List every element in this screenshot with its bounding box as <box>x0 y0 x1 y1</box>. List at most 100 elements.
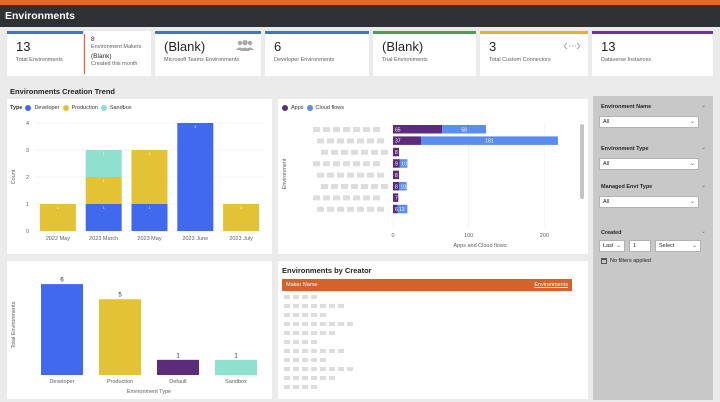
blurred-env-name <box>351 184 358 189</box>
filter-managed-select[interactable]: All ⌄ <box>599 196 699 208</box>
card-label: Environment Makers <box>91 44 142 50</box>
bar-value-label: 1 <box>176 353 180 359</box>
blurred-maker-name <box>320 322 326 326</box>
kpi-card[interactable]: (Blank) Microsoft Teams Environments <box>155 31 261 76</box>
blurred-env-name <box>331 184 338 189</box>
chevron-down-icon: ⌄ <box>689 161 695 167</box>
card-divider <box>84 34 85 74</box>
people-icon <box>236 40 254 51</box>
creation-trend-chart-panel[interactable]: Type Developer Production Sandbox 0 1 2 3 4 C… <box>7 99 272 254</box>
blurred-env-name <box>371 184 378 189</box>
filter-env-type-select[interactable]: All ⌄ <box>599 158 699 170</box>
card-label-secondary: Created this month <box>91 61 138 67</box>
chevron-down-icon[interactable]: ⌄ <box>701 183 707 189</box>
bar-value-label: 37 <box>395 139 401 145</box>
bar-value-label: 58 <box>461 127 467 133</box>
y-tick-label: 4 <box>26 121 29 127</box>
bar-value-label: 181 <box>485 139 494 145</box>
chevron-down-icon[interactable]: ⌄ <box>701 103 707 109</box>
connector-icon <box>563 42 581 50</box>
blurred-env-name <box>323 127 330 132</box>
blurred-maker-name <box>284 358 290 362</box>
blurred-env-name <box>321 149 328 155</box>
blurred-maker-name <box>293 376 299 380</box>
blurred-maker-name <box>293 367 299 371</box>
blurred-maker-name <box>347 367 353 371</box>
blurred-env-name <box>343 127 350 132</box>
maker-name-header[interactable]: Maker Name <box>286 282 318 288</box>
bar-value-label: 13 <box>399 207 405 213</box>
blurred-maker-name <box>338 322 344 326</box>
filter-created-unit-select[interactable]: Select ⌄ <box>655 240 701 252</box>
bar-value-label: 6 <box>395 207 398 213</box>
blurred-env-name <box>313 127 320 132</box>
card-label: Total Environments <box>16 57 63 63</box>
filter-env-name-select[interactable]: All ⌄ <box>599 116 699 128</box>
kpi-card[interactable]: 6 Developer Environments <box>265 31 369 76</box>
y-tick-label: 3 <box>26 148 29 154</box>
apps-flows-chart-panel[interactable]: Apps Cloud flows 0 100 200 Apps and Cloud f… <box>278 99 588 254</box>
blurred-maker-name <box>320 304 326 308</box>
env-type-chart-panel[interactable]: Total Environments 6 Developer 5 Production 1… <box>7 261 272 399</box>
chevron-down-icon[interactable]: ⌄ <box>701 145 707 151</box>
card-label: Microsoft Teams Environments <box>164 57 240 63</box>
bar-apps <box>393 147 400 157</box>
kpi-card[interactable]: 8 Environment Makers (Blank) Created thi… <box>84 31 151 76</box>
filter-created-period-select[interactable]: Last ⌄ <box>599 240 625 252</box>
card-value: 3 <box>489 39 497 54</box>
kpi-card[interactable]: (Blank) Trial Environments <box>373 31 476 76</box>
x-tick-label: Developer <box>49 379 74 385</box>
trend-legend: Type Developer Production Sandbox <box>10 105 132 111</box>
bar-production <box>39 204 76 231</box>
blurred-maker-name <box>302 322 308 326</box>
x-axis-label: Apps and Cloud flows <box>453 243 506 249</box>
bar-value-label: 8 <box>395 150 398 156</box>
card-value-secondary: (Blank) <box>91 53 112 60</box>
legend-production-swatch <box>62 105 69 111</box>
bar-apps <box>393 193 399 202</box>
bar-value-label: 6 <box>60 278 64 284</box>
x-tick-label: 100 <box>464 233 473 239</box>
card-label: Trial Environments <box>382 57 428 63</box>
filter-created-count-input[interactable]: 1 <box>629 240 651 252</box>
filter-managed-label: Managed Envt Type <box>601 184 653 190</box>
blurred-maker-name <box>284 385 290 389</box>
bar-apps <box>393 125 443 134</box>
card-label: Dataverse Instances <box>601 57 652 63</box>
blurred-maker-name <box>320 313 326 317</box>
env-type-chart-svg: Total Environments 6 Developer 5 Production 1… <box>11 278 257 395</box>
kpi-card[interactable]: 3 Total Custom Connectors <box>480 31 588 76</box>
calendar-icon <box>601 258 607 264</box>
blurred-env-name <box>371 149 378 155</box>
bar-value-label: 10 <box>401 162 407 168</box>
x-tick-label: 2023 July <box>229 236 253 242</box>
blurred-env-name <box>377 206 384 212</box>
legend-flows-swatch <box>306 105 313 111</box>
chevron-down-icon: ⌄ <box>615 243 621 249</box>
bar-cloud-flows <box>397 204 408 214</box>
blurred-maker-name <box>329 349 335 353</box>
kpi-card[interactable]: 13 Dataverse Instances <box>592 31 713 76</box>
card-label: Total Custom Connectors <box>489 57 551 63</box>
environments-header[interactable]: Environments <box>534 282 568 288</box>
blurred-env-name <box>323 195 330 201</box>
filter-env-type-value: All <box>603 161 610 167</box>
blurred-env-name <box>367 138 374 144</box>
kpi-card[interactable]: 13 Total Environments <box>7 31 83 76</box>
bar-value-label: 10 <box>401 184 407 190</box>
blurred-env-name <box>333 127 340 132</box>
blurred-maker-name <box>293 385 299 389</box>
chevron-down-icon[interactable]: ⌄ <box>701 229 707 235</box>
card-accent <box>592 31 713 34</box>
x-tick-label: Sandbox <box>225 379 247 385</box>
scrollbar[interactable] <box>580 124 584 199</box>
bar-apps <box>393 182 400 191</box>
creator-table-panel: Environments by Creator Maker Name Envir… <box>278 261 588 399</box>
trend-chart-svg: 0 1 2 3 4 Count 1 2022 May 1 1 1 2023 March 1 2 2023 M… <box>11 121 264 242</box>
bar-value-label: 1 <box>57 206 59 210</box>
filter-env-name-label: Environment Name <box>601 104 652 110</box>
bar-developer <box>41 284 83 375</box>
creator-table-title: Environments by Creator <box>282 266 372 275</box>
card-accent <box>373 31 476 34</box>
blurred-env-name <box>327 138 334 144</box>
